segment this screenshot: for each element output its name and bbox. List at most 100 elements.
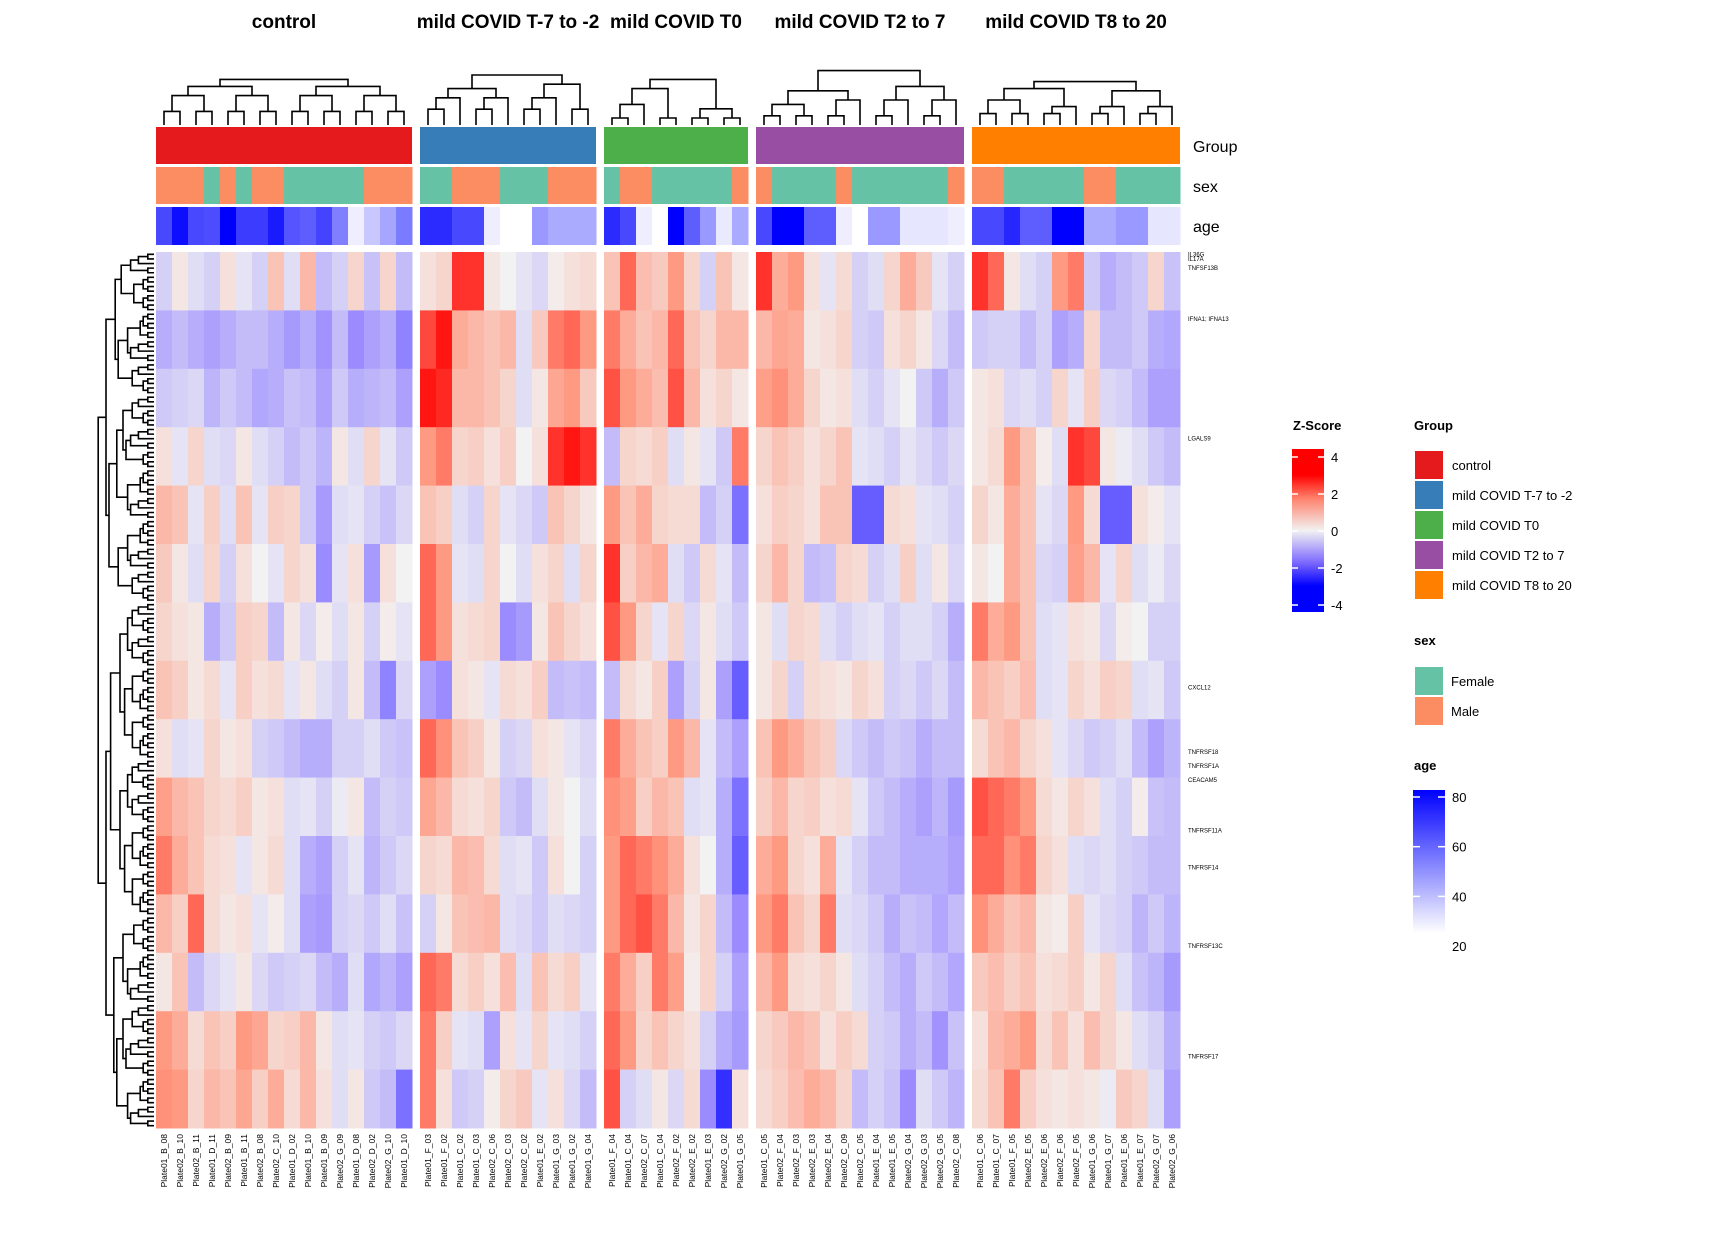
- row-dendrogram: [97, 253, 154, 1127]
- heatmap-cell: [1052, 602, 1069, 662]
- column-label: Plate02_F_06: [1055, 1134, 1065, 1187]
- heatmap-cell: [884, 1069, 901, 1129]
- dendrogram-branch: [117, 547, 133, 587]
- heatmap-cell: [1052, 836, 1069, 895]
- heatmap-cell: [156, 1069, 173, 1129]
- heatmap-cell: [852, 952, 869, 1012]
- heatmap-cell: [972, 252, 989, 311]
- heatmap-cell: [484, 952, 501, 1012]
- dendrogram-branch: [1099, 105, 1125, 125]
- heatmap-cell: [1164, 894, 1181, 954]
- heatmap-cell: [756, 836, 773, 895]
- heatmap-cell: [868, 1069, 885, 1129]
- dendrogram-branch: [1043, 112, 1061, 125]
- heatmap-cell: [756, 310, 773, 370]
- heatmap-cell: [884, 485, 901, 545]
- group-annotation-bar: [420, 127, 596, 164]
- dendrogram-branch: [147, 341, 154, 348]
- sex-annotation-cell: [932, 167, 949, 204]
- heatmap-cell: [900, 485, 917, 545]
- heatmap-cell: [1068, 894, 1085, 954]
- heatmap-cell: [436, 544, 453, 603]
- heatmap-cell: [580, 252, 597, 311]
- heatmap-cell: [1100, 1069, 1117, 1129]
- heatmap-cell: [716, 894, 733, 954]
- dendrogram-branch: [771, 103, 805, 116]
- heatmap-cell: [868, 485, 885, 545]
- heatmap-cell: [548, 427, 565, 487]
- dendrogram-branch: [147, 377, 154, 385]
- column-label: Plate01_G_02: [567, 1134, 577, 1189]
- heatmap-cell: [172, 427, 189, 487]
- heatmap-cell: [484, 660, 501, 720]
- age-annotation-cell: [820, 207, 837, 245]
- dendrogram-branch: [147, 1106, 154, 1113]
- age-annotation-cell: [868, 207, 885, 245]
- column-label: Plate02_B_09: [223, 1134, 233, 1188]
- heatmap-cell: [452, 1069, 469, 1129]
- heatmap-cell: [972, 836, 989, 895]
- heatmap-cell: [1068, 544, 1085, 603]
- heatmap-cell: [972, 485, 989, 545]
- heatmap-cell: [932, 427, 949, 487]
- heatmap-cell: [500, 310, 517, 370]
- heatmap-cell: [932, 894, 949, 954]
- sex-annotation-cell: [1164, 167, 1181, 204]
- heatmap-cell: [756, 719, 773, 779]
- heatmap-cell: [252, 368, 269, 428]
- heatmap-cell: [652, 836, 669, 895]
- age-annotation-cell: [204, 207, 221, 245]
- heatmap-cell: [316, 602, 333, 662]
- heatmap-cell: [820, 485, 837, 545]
- heatmap-cell: [468, 660, 485, 720]
- heatmap-cell: [564, 1069, 581, 1129]
- heatmap-cell: [1068, 719, 1085, 779]
- dendrogram-branch: [147, 843, 154, 850]
- dendrogram-branch: [129, 259, 148, 272]
- heatmap-cell: [684, 544, 701, 603]
- heatmap-cell: [684, 602, 701, 662]
- heatmap-cell: [1084, 719, 1101, 779]
- heatmap-cell: [868, 252, 885, 311]
- sex-annotation-cell: [1052, 167, 1069, 204]
- column-label: Plate02_G_04: [903, 1134, 913, 1189]
- heatmap-cell: [652, 485, 669, 545]
- column-label: Plate01_C_04: [623, 1134, 633, 1188]
- zscore-tick-label: 0: [1331, 524, 1338, 539]
- dendrogram-branch: [363, 94, 397, 112]
- heatmap-cell: [668, 777, 685, 837]
- heatmap-cell: [188, 427, 205, 487]
- heatmap-cell: [516, 485, 533, 545]
- age-annotation-cell: [1068, 207, 1085, 245]
- dendrogram-branch: [147, 285, 154, 292]
- heatmap-cell: [396, 368, 413, 428]
- heatmap-cell: [732, 602, 749, 662]
- dendrogram-branch: [147, 733, 154, 740]
- heatmap-cell: [1100, 485, 1117, 545]
- dendrogram-branch: [147, 479, 154, 486]
- age-annotation-cell: [316, 207, 333, 245]
- heatmap-cell: [252, 427, 269, 487]
- heatmap-cell: [700, 1069, 717, 1129]
- heatmap-cell: [468, 952, 485, 1012]
- heatmap-cell: [804, 836, 821, 895]
- heatmap-cell: [932, 777, 949, 837]
- heatmap-cell: [604, 777, 621, 837]
- heatmap-cell: [788, 1011, 805, 1071]
- heatmap-cell: [532, 660, 549, 720]
- heatmap-cell: [932, 836, 949, 895]
- heatmap-cell: [436, 1011, 453, 1071]
- heatmap-cell: [252, 777, 269, 837]
- heatmap-cell: [452, 602, 469, 662]
- age-colorbar: [1413, 790, 1445, 933]
- age-annotation-cell: [580, 207, 597, 245]
- dendrogram-branch: [387, 110, 405, 125]
- heatmap-cell: [316, 310, 333, 370]
- dendrogram-branch: [147, 396, 154, 403]
- heatmap-cell: [484, 777, 501, 837]
- heatmap-cell: [436, 252, 453, 311]
- sex-annotation-cell: [564, 167, 581, 204]
- heatmap-cell: [548, 894, 565, 954]
- sex-annotation-cell: [620, 167, 637, 204]
- sex-annotation-cell: [316, 167, 333, 204]
